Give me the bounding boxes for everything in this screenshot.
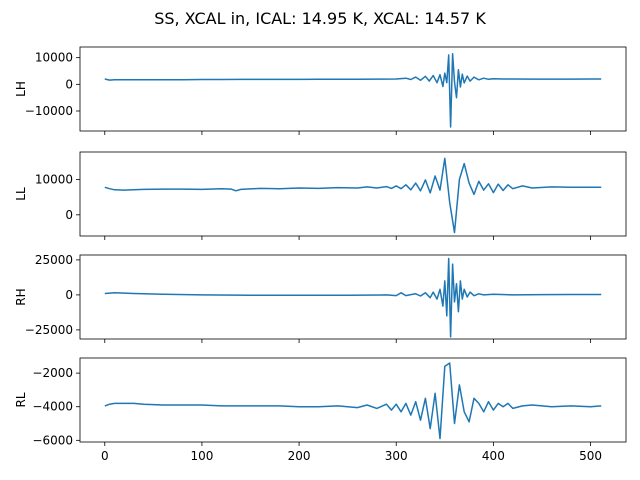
axes-frame [79, 254, 627, 340]
axes-frame [79, 151, 627, 237]
y-axis-label: RL [14, 392, 28, 407]
x-tick-label: 200 [288, 449, 311, 463]
series-line [104, 157, 602, 234]
subplot-rh: −25000 0 25000 RH [14, 253, 627, 343]
series-line [104, 52, 602, 128]
series-line [104, 257, 602, 338]
axes-frame [79, 357, 627, 443]
x-tick-label: 100 [190, 449, 213, 463]
x-tick-label: 400 [482, 449, 505, 463]
subplot-rl: −6000 −4000 −2000 0 100 200 300 400 500 RL [14, 357, 627, 463]
y-tick-label: 0 [65, 288, 73, 302]
y-tick-label: −4000 [32, 400, 73, 414]
subplot-lh: −10000 0 10000 LH [14, 46, 627, 135]
series-line [104, 362, 602, 440]
axes-frame [79, 46, 627, 132]
figure-title: SS, XCAL in, ICAL: 14.95 K, XCAL: 14.57 … [154, 9, 486, 28]
y-tick-label: 10000 [35, 173, 73, 187]
y-tick-label: −25000 [25, 323, 73, 337]
x-tick-label: 500 [579, 449, 602, 463]
y-axis-label: RH [14, 288, 28, 305]
y-axis-label: LL [14, 187, 28, 201]
x-tick-label: 0 [101, 449, 109, 463]
x-tick-label: 300 [385, 449, 408, 463]
y-tick-label: 0 [65, 208, 73, 222]
y-tick-label: −10000 [25, 104, 73, 118]
y-tick-label: −6000 [32, 433, 73, 447]
y-tick-label: 10000 [35, 51, 73, 65]
y-axis-label: LH [14, 81, 28, 97]
y-tick-label: 25000 [35, 253, 73, 267]
y-tick-label: 0 [65, 77, 73, 91]
subplot-ll: 0 10000 LL [14, 151, 627, 240]
y-tick-label: −2000 [32, 366, 73, 380]
subplots: −10000 0 10000 LH 0 10000 LL −25000 0 25000 RH −600… [14, 46, 627, 463]
